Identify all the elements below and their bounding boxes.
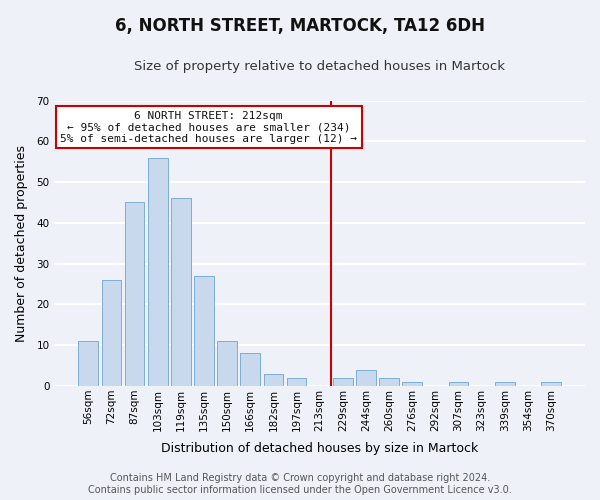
- Bar: [495, 382, 515, 386]
- Text: Contains HM Land Registry data © Crown copyright and database right 2024.
Contai: Contains HM Land Registry data © Crown c…: [88, 474, 512, 495]
- Text: 6, NORTH STREET, MARTOCK, TA12 6DH: 6, NORTH STREET, MARTOCK, TA12 6DH: [115, 18, 485, 36]
- Y-axis label: Number of detached properties: Number of detached properties: [15, 145, 28, 342]
- Bar: [194, 276, 214, 386]
- X-axis label: Distribution of detached houses by size in Martock: Distribution of detached houses by size …: [161, 442, 478, 455]
- Bar: [379, 378, 399, 386]
- Bar: [79, 341, 98, 386]
- Bar: [403, 382, 422, 386]
- Bar: [333, 378, 353, 386]
- Bar: [171, 198, 191, 386]
- Bar: [287, 378, 307, 386]
- Bar: [241, 354, 260, 386]
- Bar: [541, 382, 561, 386]
- Bar: [125, 202, 145, 386]
- Bar: [217, 341, 237, 386]
- Bar: [356, 370, 376, 386]
- Bar: [148, 158, 167, 386]
- Title: Size of property relative to detached houses in Martock: Size of property relative to detached ho…: [134, 60, 505, 73]
- Text: 6 NORTH STREET: 212sqm
← 95% of detached houses are smaller (234)
5% of semi-det: 6 NORTH STREET: 212sqm ← 95% of detached…: [60, 110, 357, 144]
- Bar: [263, 374, 283, 386]
- Bar: [449, 382, 469, 386]
- Bar: [101, 280, 121, 386]
